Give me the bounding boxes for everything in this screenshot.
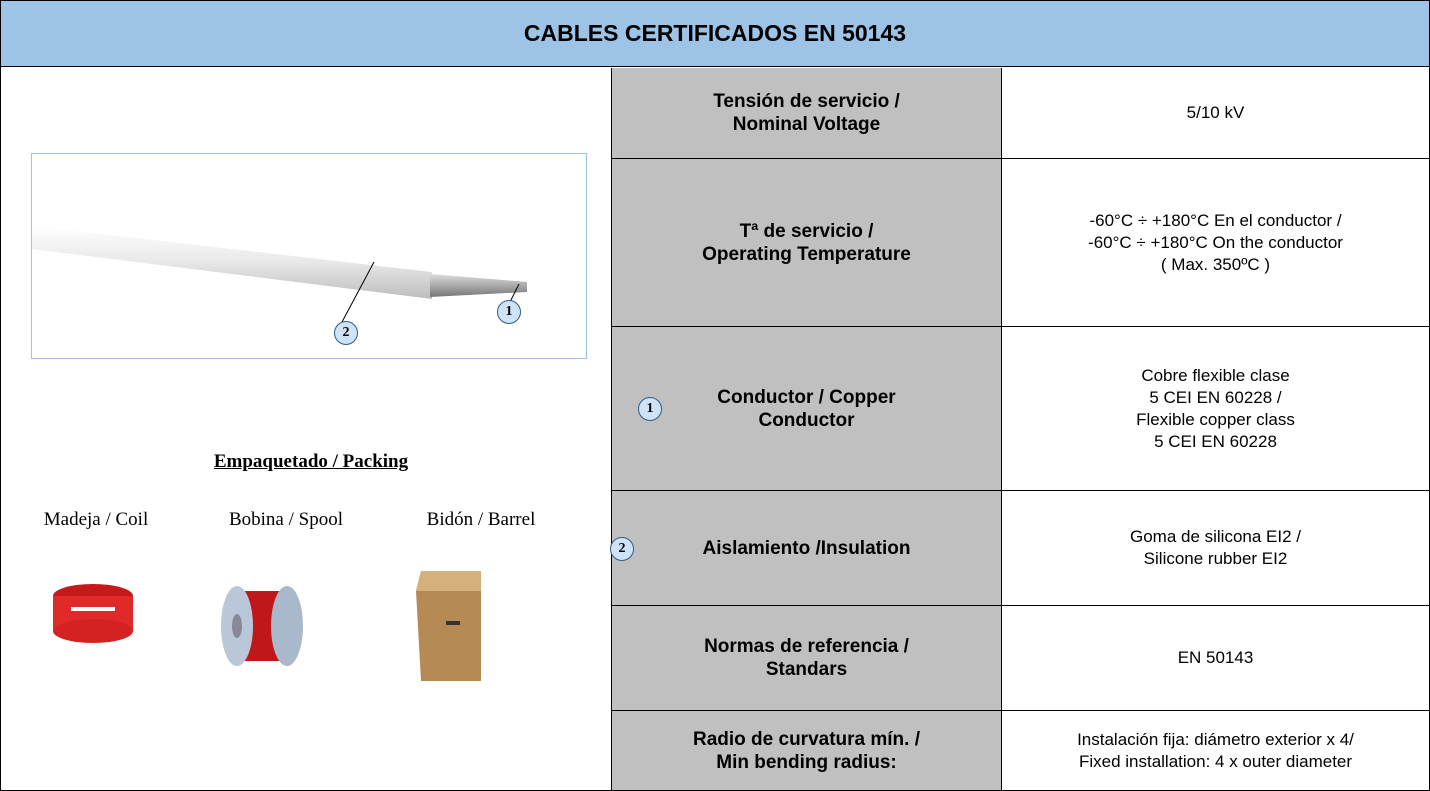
label-line: Aislamiento /Insulation xyxy=(702,537,911,559)
row-label: Radio de curvatura mín. / Min bending rad… xyxy=(611,711,1001,791)
label-line: Min bending radius: xyxy=(716,751,897,773)
row-value: -60°C ÷ +180°C En el conductor / -60°C ÷ … xyxy=(1001,159,1429,327)
row-label: Tensión de servicio / Nominal Voltage xyxy=(611,68,1001,159)
row-value: 5/10 kV xyxy=(1001,68,1429,159)
row-marker: 1 xyxy=(638,397,662,421)
value-line: 5/10 kV xyxy=(1186,103,1245,122)
row-value: Instalación fija: diámetro exterior x 4/… xyxy=(1001,711,1429,791)
label-line: Conductor xyxy=(758,409,855,431)
label-line: Standars xyxy=(765,659,848,680)
value-line: -60°C ÷ +180°C En el conductor / xyxy=(1089,210,1342,230)
title: CABLES CERTIFICADOS EN 50143 xyxy=(1,1,1429,67)
label-line: Radio de curvatura mín. / xyxy=(693,728,920,750)
label-line: Normas de referencia / xyxy=(704,636,909,657)
value-line: EN 50143 xyxy=(1177,648,1254,667)
label-line: Tensión de servicio / xyxy=(713,91,900,112)
value-line: Goma de silicona EI2 / xyxy=(1129,527,1302,546)
row-value: Goma de silicona EI2 / Silicone rubber EI… xyxy=(1001,491,1429,606)
row-value: EN 50143 xyxy=(1001,606,1429,711)
value-line: Fixed installation: 4 x outer diameter xyxy=(1078,751,1353,771)
label-line: Tª de servicio / xyxy=(739,220,874,242)
row-label: Normas de referencia / Standars xyxy=(611,606,1001,711)
callout: 1 xyxy=(497,300,521,324)
value-line: 5 CEI EN 60228 / xyxy=(1149,387,1282,407)
value-line: 5 CEI EN 60228 xyxy=(1154,431,1277,451)
packing-item: Bidón / Barrel xyxy=(426,509,536,530)
value-line: ( Max. 350ºC ) xyxy=(1160,254,1271,274)
row-label: Tª de servicio / Operating Temperature xyxy=(611,159,1001,327)
packing-item: Bobina / Spool xyxy=(228,509,343,530)
row-label: Conductor / Copper Conductor xyxy=(611,327,1001,491)
callout: 2 xyxy=(334,321,358,345)
value-line: Cobre flexible clase xyxy=(1141,365,1290,385)
value-line: -60°C ÷ +180°C On the conductor xyxy=(1088,232,1343,252)
packing-item: Madeja / Coil xyxy=(43,509,149,530)
label-line: Nominal Voltage xyxy=(732,114,881,135)
packing-title: Empaquetado / Packing xyxy=(213,451,409,472)
label-line: Operating Temperature xyxy=(702,243,911,265)
row-label: Aislamiento /Insulation xyxy=(611,491,1001,606)
cable-drawing xyxy=(32,226,527,323)
value-line: Instalación fija: diámetro exterior x 4/ xyxy=(1077,729,1354,749)
cable-image xyxy=(31,153,587,359)
row-marker: 2 xyxy=(610,536,634,561)
packing-images xyxy=(53,571,481,681)
value-line: Flexible copper class xyxy=(1136,409,1295,429)
value-line: Silicone rubber EI2 xyxy=(1143,549,1288,568)
row-value: Cobre flexible clase 5 CEI EN 60228 /Flex… xyxy=(1001,327,1429,491)
label-line: Conductor / Copper xyxy=(717,386,896,408)
